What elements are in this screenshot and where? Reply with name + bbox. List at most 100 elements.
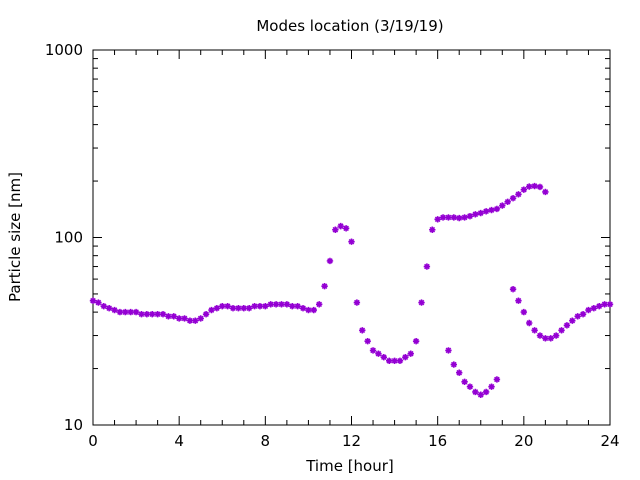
data-point [315,301,323,308]
data-point [170,313,177,320]
data-point [434,216,441,223]
data-point [477,391,484,398]
data-point [95,299,102,306]
data-point [563,322,571,329]
y-tick-label: 100 [54,229,83,247]
data-point [515,297,522,304]
data-point [278,301,285,308]
data-point [396,357,404,364]
data-point [466,212,474,220]
axis-tick-labels: 0 4 8 12 16 20 24 10 100 1000 [45,41,620,450]
data-point [488,206,495,214]
data-point [386,357,393,364]
data-point [542,335,549,342]
y-tick-label: 1000 [45,41,83,59]
data-point [579,310,587,318]
data-point [364,337,371,345]
data-point [111,306,118,314]
data-point [262,303,269,310]
data-point [289,303,296,310]
data-point [256,303,264,310]
data-point [348,238,355,245]
data-point [143,310,151,318]
data-point [332,226,339,233]
data-point [547,335,554,342]
data-point [423,263,431,270]
data-point [283,301,291,308]
data-point [235,304,242,312]
data-point [585,306,592,314]
data-point [127,308,134,316]
data-point [149,310,156,318]
data-point [461,214,468,221]
data-point [229,304,237,312]
plot-frame [92,49,611,426]
data-point [515,191,522,198]
x-tick-label: 0 [88,432,98,450]
data-point [477,209,484,217]
data-point [418,299,425,306]
data-point [482,388,490,396]
data-point [450,214,458,221]
data-point [310,306,317,314]
data-point [520,186,528,193]
data-point [202,310,210,318]
data-point [569,317,576,324]
data-point [138,310,145,318]
data-point [558,327,565,334]
axis-ticks [92,49,611,426]
data-point [219,303,226,310]
data-point [186,317,194,324]
data-point [493,205,501,213]
data-point [353,299,361,306]
x-tick-label: 20 [514,432,533,450]
data-point [213,304,221,312]
data-point [305,306,312,314]
data-point [445,347,452,354]
data-point [509,195,517,202]
data-point [520,308,528,316]
data-point [100,303,107,310]
data-point [531,182,538,190]
x-tick-label: 24 [600,432,619,450]
data-point [245,304,253,312]
data-point [466,383,474,390]
data-point [536,183,544,191]
y-axis-title: Particle size [nm] [6,172,24,302]
data-point [359,327,366,334]
data-point [472,211,479,218]
data-point [504,198,511,206]
data-point [181,315,188,322]
x-tick-label: 16 [428,432,447,450]
data-point [375,350,382,357]
data-point [574,313,581,320]
data-point [456,214,463,222]
data-point [391,357,398,364]
data-point [407,350,414,357]
data-point [536,332,544,339]
data-point [267,301,274,308]
data-point [552,332,560,339]
data-point [294,303,301,310]
data-point [337,222,344,230]
data-point [412,337,420,345]
data-point [321,282,328,290]
data-point [165,313,172,320]
data-point [208,306,215,314]
data-point [526,319,533,327]
x-tick-label: 4 [174,432,184,450]
chart-title: Modes location (3/19/19) [256,17,443,35]
data-point [299,304,307,312]
data-point [456,369,463,376]
data-point [499,202,506,209]
data-point [272,301,280,308]
data-point [606,301,614,308]
data-point [240,304,247,312]
data-point [326,257,334,265]
data-point [402,353,409,361]
data-point [159,310,167,318]
data-point [197,315,204,322]
data-point [445,214,452,221]
data-point [526,183,533,190]
